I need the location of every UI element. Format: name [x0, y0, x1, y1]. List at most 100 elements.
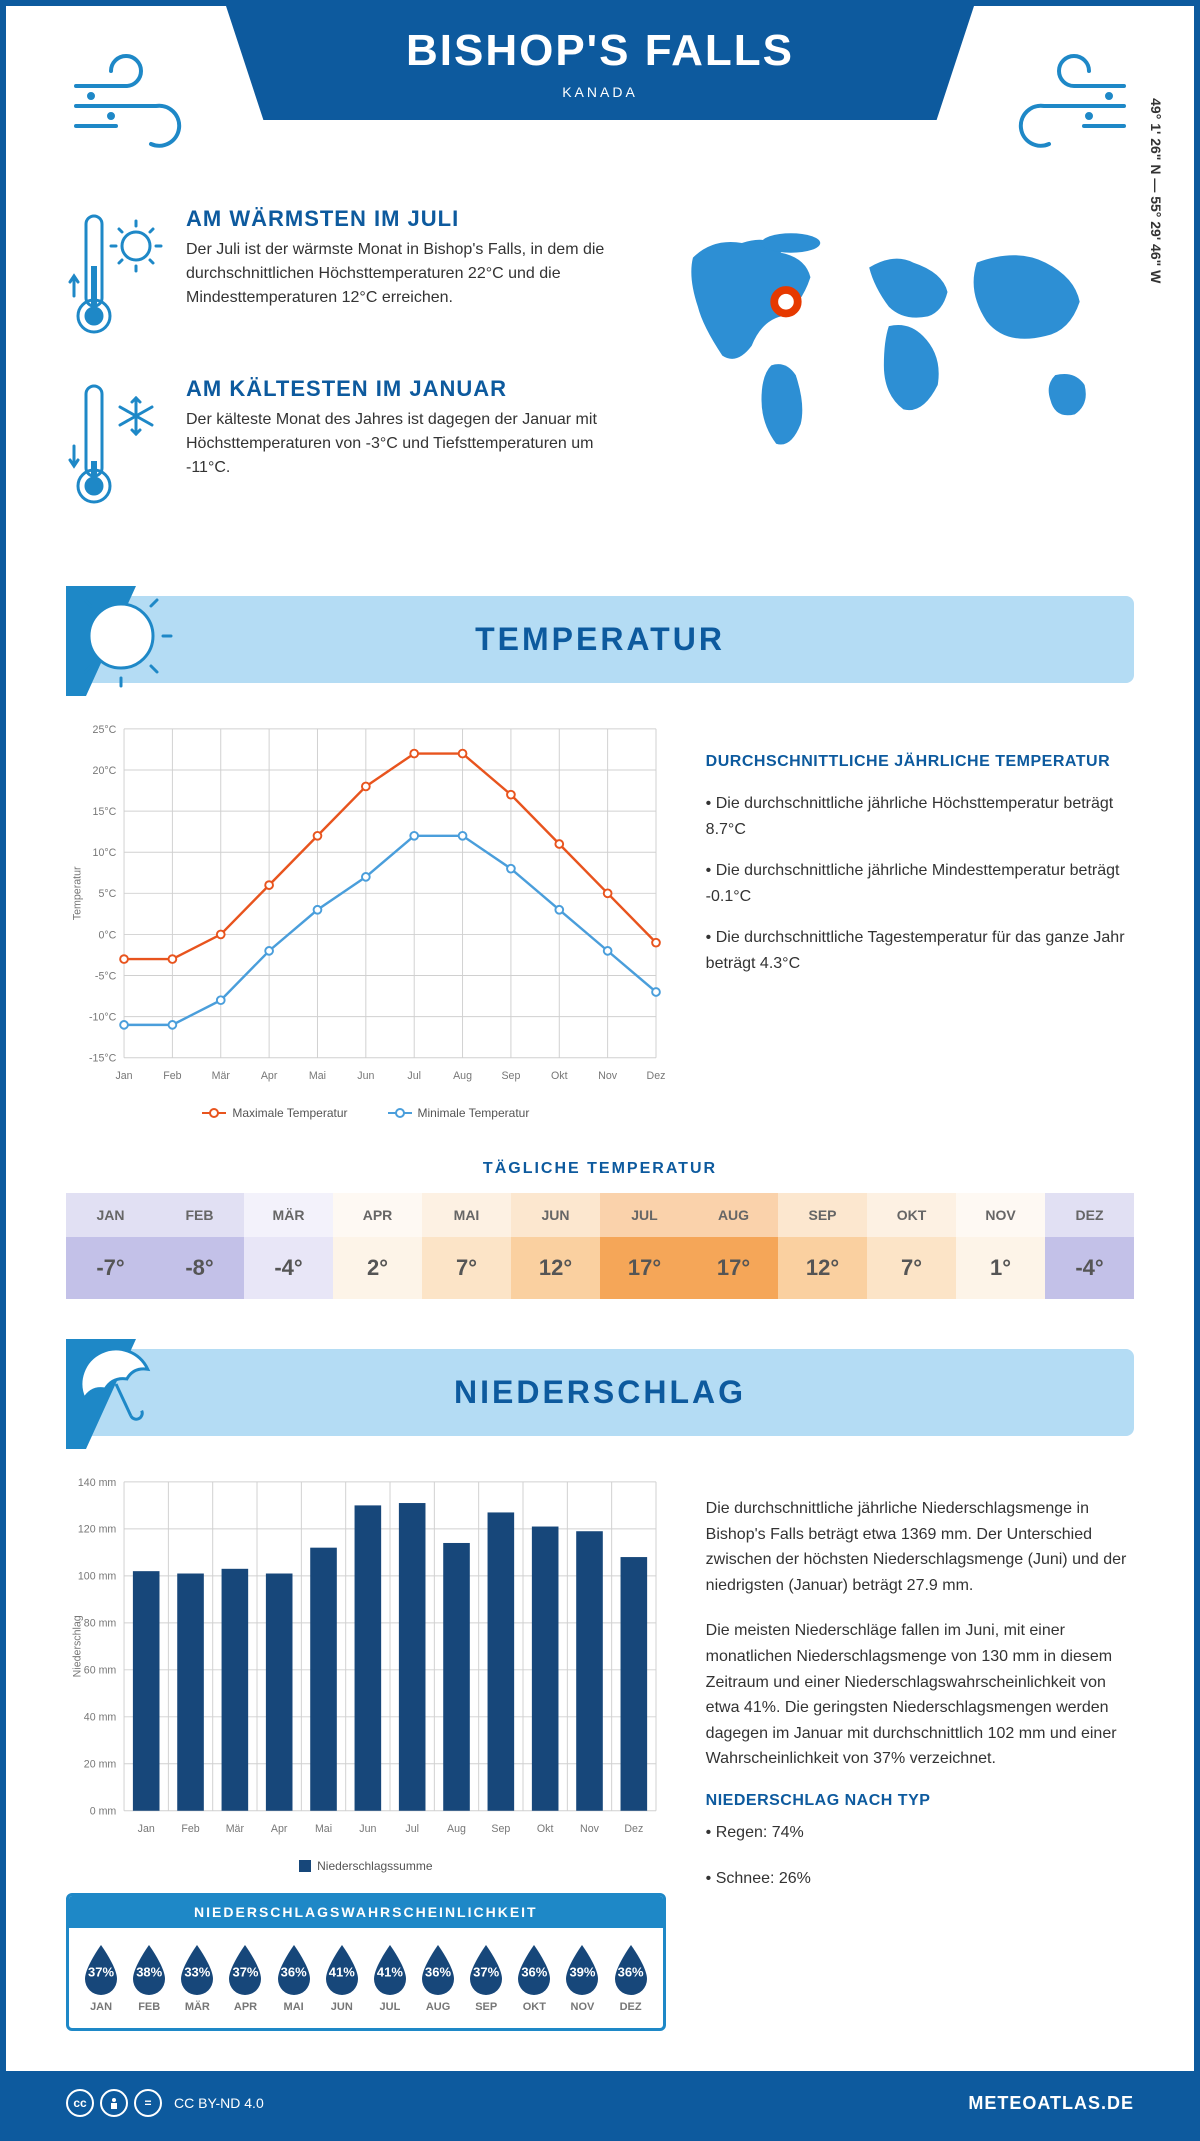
svg-text:Jun: Jun: [359, 1823, 376, 1835]
prob-cell: 36% OKT: [510, 1943, 558, 2013]
daily-cell: JUL17°: [600, 1193, 689, 1299]
prob-cell: 33% MÄR: [173, 1943, 221, 2013]
coldest-text: Der kälteste Monat des Jahres ist dagege…: [186, 408, 604, 480]
svg-text:Jul: Jul: [407, 1070, 421, 1082]
precipitation-probability-box: NIEDERSCHLAGSWAHRSCHEINLICHKEIT 37% JAN …: [66, 1893, 666, 2031]
drop-icon: 41%: [321, 1943, 363, 1995]
svg-text:25°C: 25°C: [93, 724, 117, 736]
svg-text:Nov: Nov: [580, 1823, 600, 1835]
daily-cell: AUG17°: [689, 1193, 778, 1299]
svg-text:140 mm: 140 mm: [78, 1477, 117, 1489]
daily-temp-grid: JAN-7°FEB-8°MÄR-4°APR2°MAI7°JUN12°JUL17°…: [66, 1193, 1134, 1299]
svg-text:0°C: 0°C: [98, 929, 116, 941]
svg-text:Dez: Dez: [647, 1070, 666, 1082]
prob-cell: 37% SEP: [462, 1943, 510, 2013]
warmest-text: Der Juli ist der wärmste Monat in Bishop…: [186, 238, 604, 310]
prob-cell: 39% NOV: [558, 1943, 606, 2013]
svg-text:Mai: Mai: [315, 1823, 332, 1835]
svg-text:Nov: Nov: [598, 1070, 618, 1082]
svg-text:Jan: Jan: [138, 1823, 155, 1835]
warmest-title: AM WÄRMSTEN IM JULI: [186, 206, 604, 232]
world-map: [644, 206, 1134, 466]
daily-cell: MAI7°: [422, 1193, 511, 1299]
svg-text:Okt: Okt: [551, 1070, 568, 1082]
drop-icon: 36%: [417, 1943, 459, 1995]
daily-cell: NOV1°: [956, 1193, 1045, 1299]
cc-icon: cc: [66, 2089, 94, 2117]
svg-text:Sep: Sep: [501, 1070, 520, 1082]
precip-type-1: • Schnee: 26%: [706, 1866, 1134, 1892]
svg-text:Jan: Jan: [115, 1070, 132, 1082]
svg-text:60 mm: 60 mm: [84, 1665, 117, 1677]
daily-cell: SEP12°: [778, 1193, 867, 1299]
svg-text:Mär: Mär: [226, 1823, 245, 1835]
by-icon: [100, 2089, 128, 2117]
precipitation-banner: NIEDERSCHLAG: [66, 1349, 1134, 1436]
daily-cell: DEZ-4°: [1045, 1193, 1134, 1299]
temp-bullet-2: • Die durchschnittliche Tagestemperatur …: [706, 925, 1134, 976]
svg-text:Okt: Okt: [537, 1823, 554, 1835]
svg-text:Feb: Feb: [181, 1823, 199, 1835]
temperature-info: DURCHSCHNITTLICHE JÄHRLICHE TEMPERATUR •…: [706, 713, 1134, 1120]
drop-icon: 36%: [610, 1943, 652, 1995]
daily-cell: OKT7°: [867, 1193, 956, 1299]
legend-precip: Niederschlagssumme: [317, 1859, 432, 1873]
precip-text-1: Die durchschnittliche jährliche Niedersc…: [706, 1496, 1134, 1598]
svg-text:Temperatur: Temperatur: [72, 866, 84, 920]
daily-cell: JAN-7°: [66, 1193, 155, 1299]
wind-icon-right: [994, 46, 1134, 166]
temperature-banner: TEMPERATUR: [66, 596, 1134, 683]
sun-icon: [66, 586, 196, 696]
info-row: AM WÄRMSTEN IM JULI Der Juli ist der wär…: [66, 206, 1134, 546]
drop-icon: 36%: [513, 1943, 555, 1995]
drop-icon: 37%: [80, 1943, 122, 1995]
footer: cc = CC BY-ND 4.0 METEOATLAS.DE: [6, 2071, 1194, 2135]
svg-text:120 mm: 120 mm: [78, 1524, 117, 1536]
daily-cell: MÄR-4°: [244, 1193, 333, 1299]
umbrella-icon: [66, 1339, 196, 1449]
title-banner: BISHOP'S FALLS KANADA: [226, 6, 974, 120]
svg-text:Mai: Mai: [309, 1070, 326, 1082]
drop-icon: 41%: [369, 1943, 411, 1995]
coldest-block: AM KÄLTESTEN IM JANUAR Der kälteste Mona…: [66, 376, 604, 516]
svg-text:Feb: Feb: [163, 1070, 181, 1082]
svg-text:Apr: Apr: [261, 1070, 278, 1082]
svg-text:Aug: Aug: [447, 1823, 466, 1835]
svg-text:80 mm: 80 mm: [84, 1618, 117, 1630]
coordinates: 49° 1' 26" N — 55° 29' 46" W: [1148, 98, 1164, 283]
prob-cell: 38% FEB: [125, 1943, 173, 2013]
country-label: KANADA: [266, 84, 934, 100]
header: BISHOP'S FALLS KANADA: [66, 46, 1134, 166]
warmest-block: AM WÄRMSTEN IM JULI Der Juli ist der wär…: [66, 206, 604, 346]
nd-icon: =: [134, 2089, 162, 2117]
cc-icons: cc =: [66, 2089, 162, 2117]
svg-text:Sep: Sep: [491, 1823, 510, 1835]
prob-title: NIEDERSCHLAGSWAHRSCHEINLICHKEIT: [69, 1896, 663, 1928]
prob-cell: 37% JAN: [77, 1943, 125, 2013]
drop-icon: 38%: [128, 1943, 170, 1995]
temperature-title: TEMPERATUR: [66, 621, 1134, 658]
daily-cell: JUN12°: [511, 1193, 600, 1299]
coldest-title: AM KÄLTESTEN IM JANUAR: [186, 376, 604, 402]
prob-cell: 36% DEZ: [607, 1943, 655, 2013]
svg-text:-10°C: -10°C: [89, 1012, 117, 1024]
svg-text:0 mm: 0 mm: [90, 1806, 117, 1818]
svg-text:Apr: Apr: [271, 1823, 288, 1835]
prob-cell: 41% JUN: [318, 1943, 366, 2013]
precip-legend: Niederschlagssumme: [66, 1859, 666, 1873]
temperature-chart: -15°C-10°C-5°C0°C5°C10°C15°C20°C25°CJanF…: [66, 713, 666, 1120]
svg-text:Jul: Jul: [405, 1823, 419, 1835]
thermometer-cold-icon: [66, 376, 166, 516]
svg-text:40 mm: 40 mm: [84, 1712, 117, 1724]
legend-max: Maximale Temperatur: [232, 1106, 347, 1120]
svg-text:15°C: 15°C: [93, 806, 117, 818]
precipitation-chart: 0 mm20 mm40 mm60 mm80 mm100 mm120 mm140 …: [66, 1466, 666, 1846]
drop-icon: 36%: [273, 1943, 315, 1995]
precip-type-0: • Regen: 74%: [706, 1820, 1134, 1846]
location-title: BISHOP'S FALLS: [266, 26, 934, 76]
precip-type-title: NIEDERSCHLAG NACH TYP: [706, 1792, 1134, 1810]
location-marker: [775, 290, 798, 313]
svg-text:100 mm: 100 mm: [78, 1571, 117, 1583]
world-map-container: 49° 1' 26" N — 55° 29' 46" W: [644, 206, 1134, 546]
temp-bullet-1: • Die durchschnittliche jährliche Mindes…: [706, 858, 1134, 909]
